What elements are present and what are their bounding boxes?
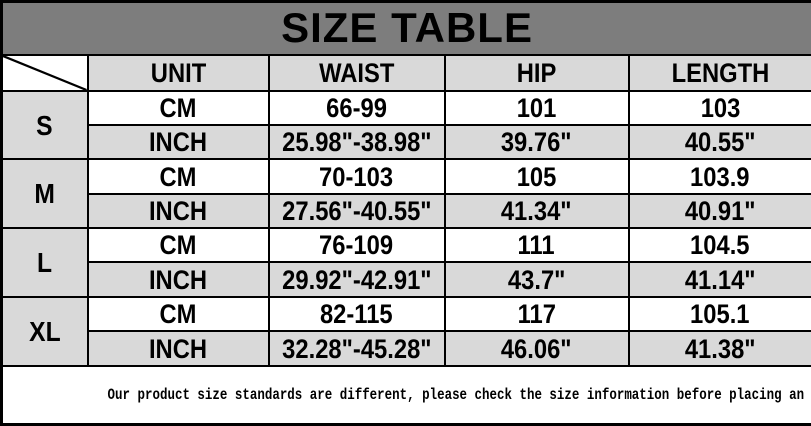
cell-text: 82-115	[320, 299, 393, 330]
hip-cell: 105	[443, 158, 630, 195]
header-row: UNIT WAIST HIP LENGTH	[0, 53, 811, 92]
cell-text: 25.98"-38.98"	[281, 127, 432, 158]
cell-text: CM	[159, 92, 197, 123]
hip-cell: 43.7"	[443, 261, 630, 298]
length-cell: 105.1	[627, 295, 811, 333]
column-header-length: LENGTH	[627, 53, 811, 92]
cell-text: 40.55"	[684, 127, 756, 158]
note-text: Our product size standards are different…	[107, 385, 811, 404]
size-label-xl: XL	[0, 295, 89, 367]
size-label-text: S	[36, 109, 53, 141]
waist-cell: 66-99	[267, 89, 446, 126]
unit-cell: INCH	[86, 261, 270, 298]
cell-text: 46.06"	[501, 333, 572, 364]
hip-cell: 111	[443, 226, 630, 264]
waist-cell: 70-103	[267, 158, 446, 195]
cell-text: 101	[516, 92, 557, 123]
hip-cell: 41.34"	[443, 192, 630, 230]
column-header-hip: HIP	[443, 53, 630, 92]
cell-text: 32.28"-45.28"	[281, 333, 432, 364]
cell-text: 117	[517, 299, 556, 330]
length-cell: 104.5	[627, 226, 811, 264]
cell-text: CM	[159, 299, 197, 330]
size-label-text: L	[37, 247, 53, 279]
size-row-xl-inch: INCH 32.28"-45.28" 46.06" 41.38"	[2, 330, 811, 367]
unit-cell: INCH	[86, 192, 270, 230]
unit-cell: INCH	[86, 123, 270, 161]
cell-text: INCH	[148, 127, 208, 158]
length-cell: 40.91"	[627, 192, 811, 230]
header-text: HIP	[516, 57, 557, 88]
cell-text: INCH	[148, 196, 208, 226]
size-row-s-cm: S CM 66-99 101 103	[0, 89, 811, 161]
cell-text: INCH	[148, 333, 208, 364]
waist-cell: 29.92"-42.91"	[267, 261, 446, 298]
hip-cell: 46.06"	[443, 330, 630, 367]
cell-text: 43.7"	[507, 264, 566, 295]
cell-text: 41.14"	[684, 264, 756, 295]
size-label-l: L	[0, 227, 89, 298]
waist-cell: 82-115	[267, 295, 446, 333]
cell-text: 66-99	[326, 92, 387, 123]
size-row-s-inch: INCH 25.98"-38.98" 39.76" 40.55"	[2, 123, 811, 161]
waist-cell: 27.56"-40.55"	[267, 192, 446, 230]
cell-text: CM	[159, 230, 197, 261]
size-row-m-inch: INCH 27.56"-40.55" 41.34" 40.91"	[2, 192, 811, 230]
size-row-l-inch: INCH 29.92"-42.91" 43.7" 41.14"	[2, 261, 811, 298]
size-label-text: XL	[29, 315, 61, 347]
cell-text: 103.9	[690, 161, 751, 192]
hip-cell: 117	[443, 295, 630, 333]
cell-text: 105	[516, 161, 557, 192]
note-row: Our product size standards are different…	[0, 364, 811, 426]
cell-text: 41.34"	[501, 196, 572, 226]
size-note: Our product size standards are different…	[0, 364, 811, 426]
diagonal-cell	[0, 53, 89, 92]
cell-text: 105.1	[690, 299, 751, 330]
size-label-text: M	[34, 178, 56, 210]
unit-cell: CM	[86, 226, 270, 264]
cell-text: 39.76"	[501, 127, 572, 158]
cell-text: 111	[517, 230, 556, 261]
cell-text: INCH	[148, 264, 208, 295]
unit-cell: INCH	[86, 330, 270, 367]
header-text: LENGTH	[671, 57, 770, 88]
column-header-unit: UNIT	[86, 53, 270, 92]
column-header-waist: WAIST	[267, 53, 446, 92]
unit-cell: CM	[86, 89, 270, 126]
diagonal-line	[3, 56, 86, 89]
cell-text: 104.5	[690, 230, 751, 261]
hip-cell: 101	[443, 89, 630, 126]
cell-text: 103	[700, 92, 741, 123]
waist-cell: 25.98"-38.98"	[267, 123, 446, 161]
cell-text: 41.38"	[684, 333, 756, 364]
hip-cell: 39.76"	[443, 123, 630, 161]
cell-text: 27.56"-40.55"	[281, 196, 432, 226]
length-cell: 41.14"	[627, 261, 811, 298]
page-title: SIZE TABLE	[0, 0, 811, 56]
length-cell: 41.38"	[627, 330, 811, 367]
length-cell: 103.9	[627, 158, 811, 195]
size-row-m-cm: M CM 70-103 105 103.9	[0, 158, 811, 229]
cell-text: 76-109	[319, 230, 394, 261]
title-row: SIZE TABLE	[0, 0, 811, 56]
title-text: SIZE TABLE	[281, 4, 533, 52]
cell-text: 29.92"-42.91"	[281, 264, 432, 295]
cell-text: 70-103	[319, 161, 394, 192]
unit-cell: CM	[86, 295, 270, 333]
header-text: UNIT	[150, 57, 206, 88]
cell-text: CM	[159, 161, 197, 192]
length-cell: 103	[627, 89, 811, 126]
header-text: WAIST	[318, 57, 395, 88]
size-row-xl-cm: XL CM 82-115 117 105.1	[0, 295, 811, 367]
size-row-l-cm: L CM 76-109 111 104.5	[0, 226, 811, 298]
length-cell: 40.55"	[627, 123, 811, 161]
size-label-m: M	[0, 158, 89, 229]
waist-cell: 76-109	[267, 226, 446, 264]
size-label-s: S	[0, 89, 89, 161]
unit-cell: CM	[86, 158, 270, 195]
cell-text: 40.91"	[684, 196, 756, 226]
waist-cell: 32.28"-45.28"	[267, 330, 446, 367]
